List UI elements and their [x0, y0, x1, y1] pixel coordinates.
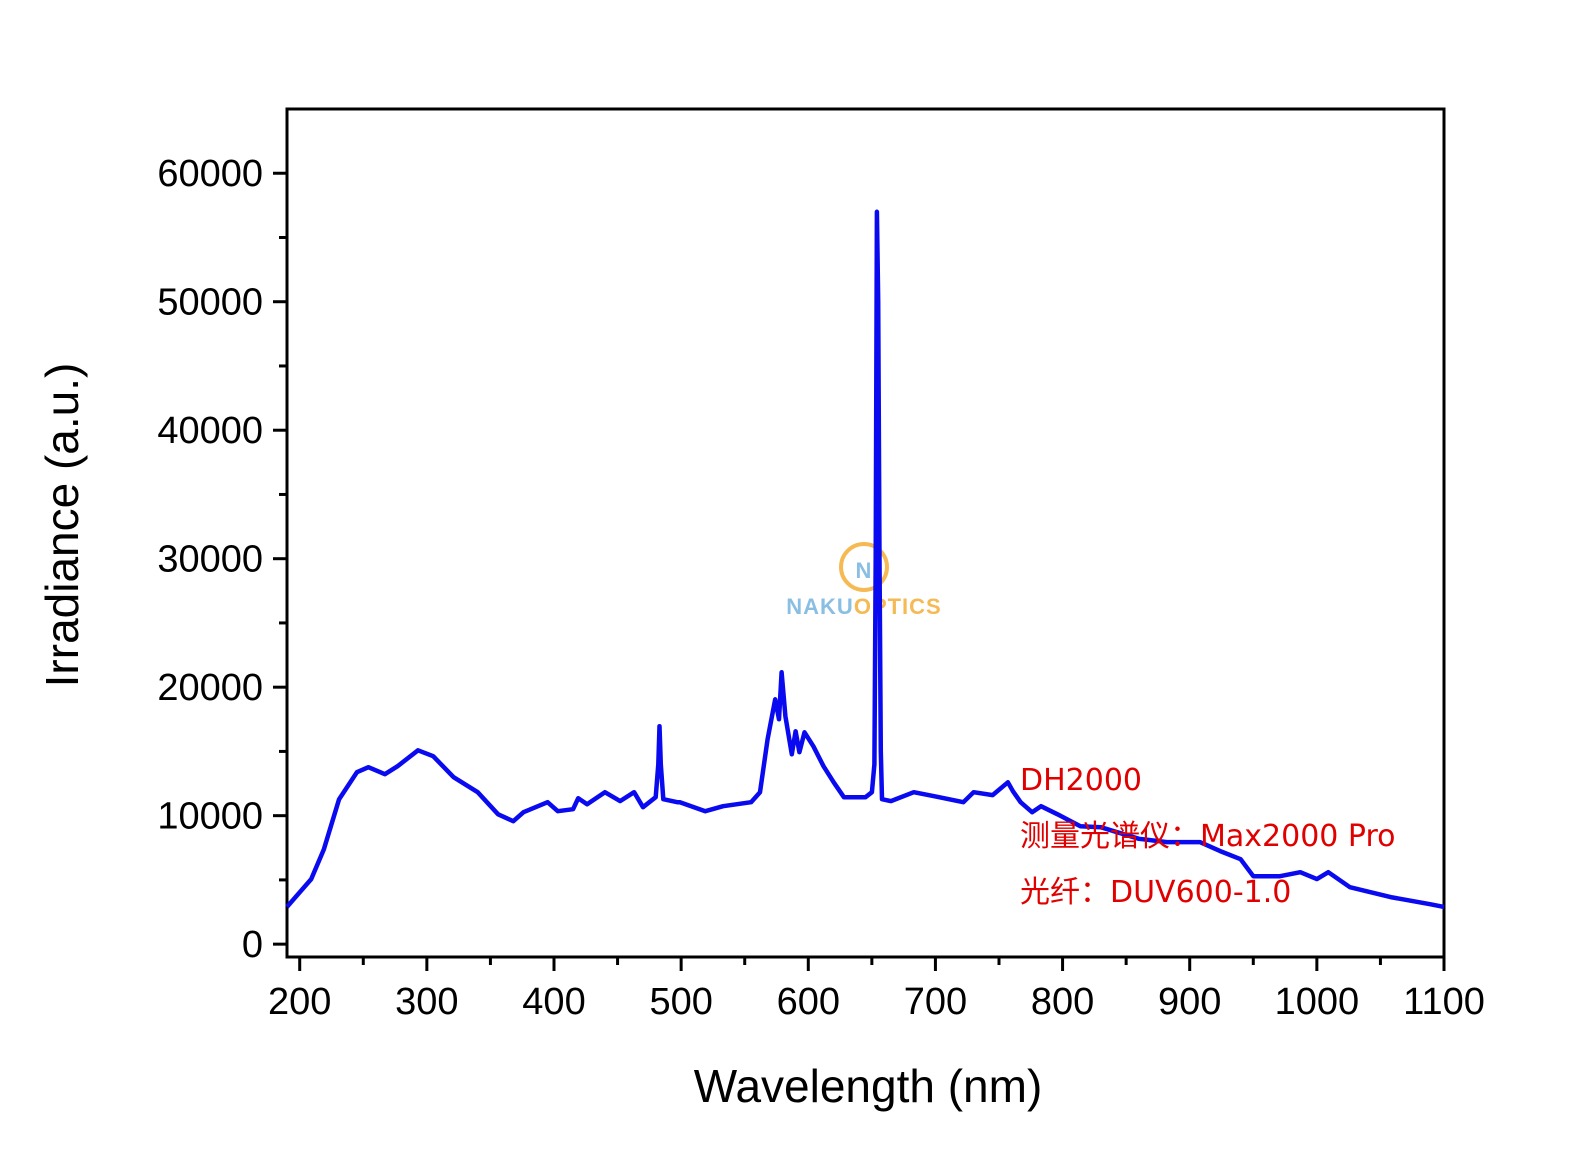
series-line — [285, 209, 1445, 910]
x-tick-label: 400 — [522, 981, 585, 1023]
y-tick-label: 50000 — [157, 282, 263, 324]
y-axis: 0 10000 20000 30000 40000 50000 60000 — [157, 153, 287, 966]
watermark: N NAKUOPTICS — [786, 542, 941, 619]
watermark-logo-ring — [839, 542, 889, 592]
y-tick-label: 30000 — [157, 539, 263, 581]
y-tick-label: 10000 — [157, 796, 263, 838]
x-tick-label: 500 — [649, 981, 712, 1023]
plot-frame — [285, 107, 1446, 959]
x-tick-label: 900 — [1158, 981, 1221, 1023]
y-tick-label: 0 — [242, 924, 263, 966]
x-tick-label: 300 — [395, 981, 458, 1023]
x-tick-label: 1100 — [1403, 981, 1485, 1023]
annotation-spectrometer: 测量光谱仪：Max2000 Pro — [1020, 819, 1396, 854]
y-tick-label: 20000 — [157, 667, 263, 709]
annotation-fiber: 光纤：DUV600-1.0 — [1020, 875, 1291, 910]
watermark-text: NAKUOPTICS — [786, 594, 941, 619]
x-axis: 200 300 400 500 600 700 800 900 1000 1100 — [268, 957, 1485, 1023]
x-tick-label: 700 — [904, 981, 967, 1023]
x-tick-label: 800 — [1031, 981, 1094, 1023]
x-tick-label: 600 — [777, 981, 840, 1023]
x-axis-title: Wavelength (nm) — [694, 1060, 1043, 1112]
y-tick-label: 60000 — [157, 153, 263, 195]
y-axis-title: Irradiance (a.u.) — [36, 363, 88, 688]
y-tick-label: 40000 — [157, 410, 263, 452]
watermark-logo-letter: N — [856, 558, 873, 583]
x-tick-label: 1000 — [1275, 981, 1360, 1023]
x-tick-label: 200 — [268, 981, 331, 1023]
annotation-source: DH2000 — [1020, 763, 1142, 798]
